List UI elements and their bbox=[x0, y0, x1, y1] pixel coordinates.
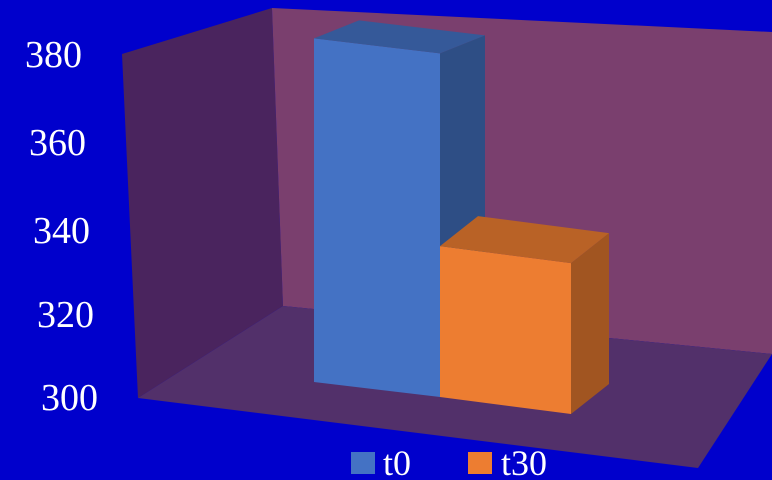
y-tick-label: 300 bbox=[41, 377, 98, 419]
bar-t0-front bbox=[314, 38, 440, 398]
y-axis: 300 320 340 360 380 bbox=[25, 34, 98, 419]
bar-t30-side bbox=[571, 233, 609, 414]
y-tick-label: 380 bbox=[25, 34, 82, 76]
y-tick-label: 360 bbox=[29, 122, 86, 164]
bar-t30-front bbox=[440, 246, 571, 414]
bar-t0-top bbox=[314, 20, 485, 54]
bar-t30-top bbox=[440, 216, 609, 264]
chart-side-wall bbox=[122, 8, 283, 398]
y-tick-label: 340 bbox=[33, 210, 90, 252]
legend: t0 t30 bbox=[351, 443, 547, 480]
legend-label-t30: t30 bbox=[501, 443, 547, 480]
legend-label-t0: t0 bbox=[383, 443, 411, 480]
bar-t30 bbox=[440, 216, 609, 414]
y-tick-label: 320 bbox=[37, 294, 94, 336]
legend-swatch-t30 bbox=[468, 452, 492, 474]
legend-swatch-t0 bbox=[351, 452, 375, 474]
